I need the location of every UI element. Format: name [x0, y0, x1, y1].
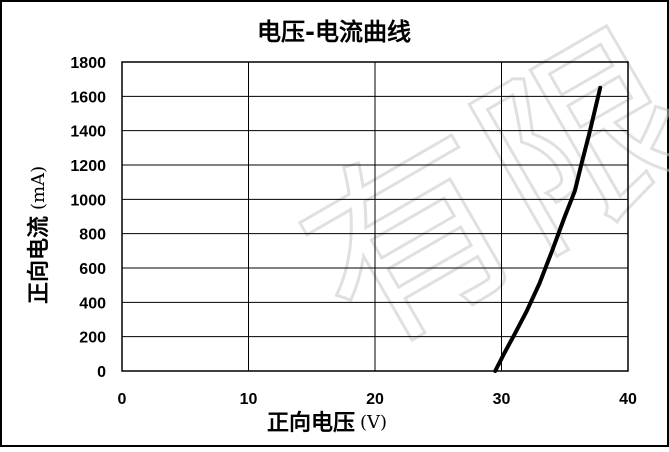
y-tick-label: 800 — [79, 227, 106, 244]
chart-title: 电压-电流曲线 — [257, 18, 411, 46]
y-axis-label: 正向电流 — [26, 216, 52, 304]
y-tick-label: 400 — [79, 295, 106, 312]
y-tick-label: 1800 — [70, 55, 106, 72]
x-tick-label: 10 — [240, 391, 258, 408]
y-tick-label: 200 — [79, 330, 106, 347]
x-axis-unit: (V) — [360, 412, 387, 433]
x-tick-label: 20 — [366, 391, 384, 408]
y-axis-label-group: 正向电流 (mA) — [26, 166, 52, 304]
x-tick-label: 40 — [619, 391, 637, 408]
y-tick-label: 1200 — [70, 158, 106, 175]
x-axis-label-group: 正向电压 (V) — [267, 410, 387, 436]
y-tick-label: 600 — [79, 261, 106, 278]
y-tick-label: 1000 — [70, 192, 106, 209]
x-tick-label: 30 — [493, 391, 511, 408]
y-tick-label: 1400 — [70, 124, 106, 141]
y-tick-label: 0 — [97, 364, 106, 381]
x-axis-label: 正向电压 — [267, 410, 355, 436]
y-axis-unit: (mA) — [28, 166, 49, 210]
x-tick-label: 0 — [118, 391, 127, 408]
y-tick-label: 1600 — [70, 89, 106, 106]
